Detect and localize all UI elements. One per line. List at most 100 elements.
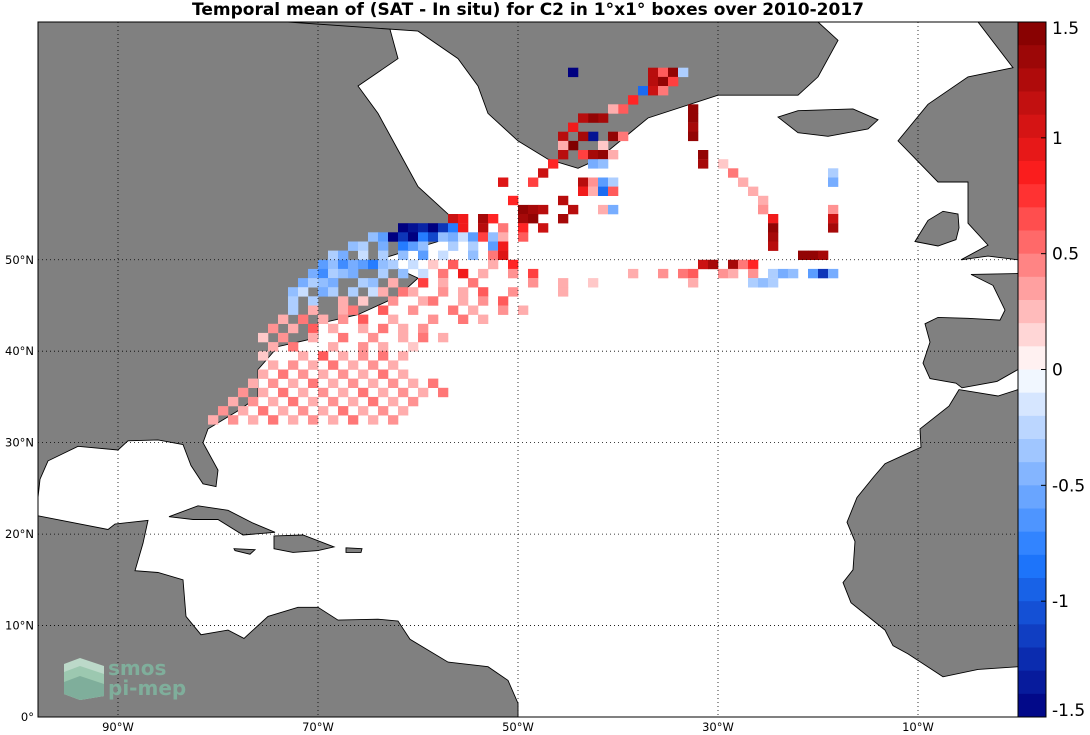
data-cell [288,342,299,352]
data-cell [588,131,599,142]
data-cell [378,241,389,251]
data-cell [478,296,489,306]
data-cell [348,396,359,407]
data-cell [288,415,299,425]
data-cell [278,332,289,343]
data-cell [568,204,579,215]
data-cell [328,378,339,388]
data-cell [358,278,369,288]
land-cuba [168,505,276,536]
data-cell [328,415,339,425]
data-cell [318,287,329,297]
data-cell [698,259,709,270]
data-cell [298,278,309,288]
data-cell [408,305,419,315]
data-cell [278,406,289,416]
colorbar-segment [1018,207,1046,231]
data-cell [318,369,329,379]
data-cell [578,150,589,160]
data-cell [368,287,379,297]
data-cell [358,351,369,361]
data-cell [698,150,709,160]
data-cell [268,415,279,425]
data-cell [728,168,739,178]
data-cell [268,360,279,370]
data-cell [618,104,629,114]
data-cell [438,387,449,398]
data-cell [658,268,669,279]
data-cell [498,232,509,242]
data-cell [388,396,399,407]
data-cell [508,287,519,297]
data-cell [418,296,429,306]
data-cell [358,250,369,260]
data-cell [558,150,569,160]
data-cell [348,287,359,297]
data-cell [558,131,569,142]
data-cell [338,305,349,315]
data-cell [368,278,379,288]
data-cell [768,278,779,288]
latitude-labels: 50°N 40°N 30°N 20°N 10°N 0° [5,253,34,724]
data-cell [808,268,819,279]
data-cell [298,314,309,324]
data-cell [308,268,319,279]
data-cell [448,305,459,315]
colorbar-segment [1018,323,1046,347]
data-cell [498,241,509,251]
data-cell [688,113,699,123]
data-cell [578,177,589,187]
data-cell [518,232,529,242]
data-cell [318,278,329,288]
data-cell [688,104,699,114]
data-cell [358,241,369,251]
colorbar-segment [1018,439,1046,463]
data-cell [588,113,599,123]
data-cell [578,186,589,196]
data-cell [288,378,299,388]
data-cell [768,214,779,224]
data-cell [258,387,269,398]
data-cell [308,396,319,407]
data-cell [358,387,369,398]
data-cell [588,186,599,196]
data-cell [348,268,359,279]
data-cell [288,296,299,306]
data-cell [508,268,519,279]
data-cell [288,396,299,407]
data-cell [438,332,449,343]
colorbar-segment [1018,485,1046,509]
data-cell [598,159,609,169]
data-cell [538,204,549,215]
colorbar-segment [1018,161,1046,185]
land-masses [38,22,1018,717]
data-cell [738,177,749,187]
land-yucatan [38,515,519,717]
colorbar-segment [1018,647,1046,672]
data-cell [568,67,579,78]
data-cell [458,232,469,242]
colorbar-tick-label: -1.5 [1052,701,1085,721]
land-iberia-france [922,273,1018,389]
data-cell [668,76,679,87]
colorbar-tick-label: -1 [1052,592,1069,612]
data-cell [288,305,299,315]
data-cell [728,268,739,279]
data-cell [318,387,329,398]
data-cell [358,314,369,324]
data-cell [578,113,589,123]
data-cell [348,259,359,270]
lon-tick-label: 50°W [502,720,534,734]
data-cell [488,214,499,224]
data-cell [308,296,319,306]
data-cell [828,177,839,187]
data-cell [768,241,779,251]
colorbar-tick-label: 0.5 [1052,245,1079,265]
data-cell [458,214,469,224]
data-cell [478,214,489,224]
data-cell [558,287,569,297]
data-cell [268,396,279,407]
data-cell [338,369,349,379]
data-cell [308,323,319,334]
data-cell [338,259,349,270]
